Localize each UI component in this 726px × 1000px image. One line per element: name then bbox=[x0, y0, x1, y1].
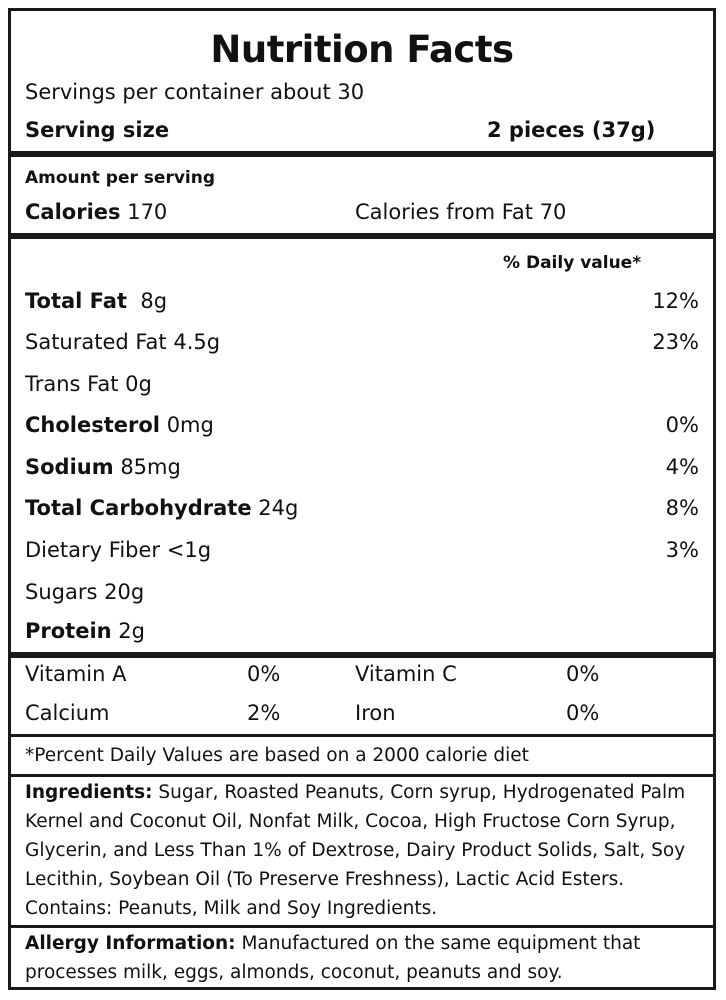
nutrient-amount: 0g bbox=[125, 372, 152, 396]
calories-row: Calories 170 Calories from Fat 70 bbox=[25, 197, 699, 227]
calories-label: Calories bbox=[25, 200, 121, 224]
amount-per-serving: Amount per serving bbox=[25, 168, 216, 188]
nutrient-row: Trans Fat 0g bbox=[25, 369, 699, 399]
nutrient-name: Sodium bbox=[25, 455, 114, 479]
nutrient-row: Protein 2g bbox=[25, 616, 699, 646]
divider-1 bbox=[11, 734, 713, 737]
nutrient-name: Total Carbohydrate bbox=[25, 496, 252, 520]
nutrient-amount: 2g bbox=[118, 619, 145, 643]
vitamin-name: Calcium bbox=[25, 701, 110, 725]
vitamin-name: Iron bbox=[355, 701, 396, 725]
calories-from-fat: Calories from Fat 70 bbox=[355, 200, 567, 224]
nutrient-name: Saturated Fat bbox=[25, 330, 167, 354]
nutrient-name: Total Fat bbox=[25, 289, 128, 313]
vitamin-dv: 0% bbox=[566, 701, 600, 725]
vitamin-dv: 0% bbox=[247, 662, 281, 686]
divider-thick-2 bbox=[11, 233, 713, 239]
nutrient-row: Dietary Fiber <1g 3% bbox=[25, 535, 699, 565]
ingredients-text: Sugar, Roasted Peanuts, Corn syrup, Hydr… bbox=[25, 782, 686, 919]
allergy-text: Manufactured on the same equipment that … bbox=[25, 933, 641, 983]
nutrient-dv: 4% bbox=[665, 455, 699, 479]
nutrient-name: Cholesterol bbox=[25, 413, 160, 437]
footnote: *Percent Daily Values are based on a 200… bbox=[25, 745, 529, 766]
nutrient-row: Cholesterol 0mg 0% bbox=[25, 410, 699, 440]
serving-size-label: Serving size bbox=[25, 118, 170, 142]
servings-per-container: Servings per container about 30 bbox=[25, 80, 365, 104]
divider-thick-1 bbox=[11, 151, 713, 157]
nutrient-row: Total Carbohydrate 24g 8% bbox=[25, 493, 699, 523]
divider-thick-3 bbox=[11, 652, 713, 658]
nutrient-dv: 0% bbox=[665, 413, 699, 437]
nutrient-row: Total Fat 8g 12% bbox=[25, 286, 699, 316]
nutrient-amount: 4.5g bbox=[173, 330, 221, 354]
vitamin-name: Vitamin A bbox=[25, 662, 127, 686]
nutrient-name: Dietary Fiber bbox=[25, 538, 161, 562]
nutrient-amount: 20g bbox=[104, 580, 145, 604]
serving-size-value: 2 pieces (37g) bbox=[487, 118, 656, 142]
nutrient-amount: 8g bbox=[140, 289, 168, 313]
nutrient-row: Saturated Fat 4.5g 23% bbox=[25, 327, 699, 357]
nutrient-row: Sugars 20g bbox=[25, 577, 699, 607]
nutrient-dv: 12% bbox=[652, 289, 699, 313]
label-title: Nutrition Facts bbox=[210, 28, 514, 71]
nutrient-amount: 24g bbox=[258, 496, 299, 520]
ingredients-section: Ingredients: Sugar, Roasted Peanuts, Cor… bbox=[25, 778, 703, 923]
nutrient-dv: 3% bbox=[665, 538, 699, 562]
allergy-label: Allergy Information: bbox=[25, 933, 236, 954]
nutrient-amount: 85mg bbox=[120, 455, 181, 479]
vitamin-name: Vitamin C bbox=[355, 662, 457, 686]
allergy-section: Allergy Information: Manufactured on the… bbox=[25, 929, 703, 987]
nutrient-name: Protein bbox=[25, 619, 112, 643]
daily-value-header: % Daily value* bbox=[503, 253, 642, 273]
nutrient-name: Sugars bbox=[25, 580, 98, 604]
serving-size-row: Serving size 2 pieces (37g) bbox=[25, 115, 699, 145]
nutrient-dv: 23% bbox=[652, 330, 699, 354]
vitamin-dv: 0% bbox=[566, 662, 600, 686]
divider-3 bbox=[11, 925, 713, 928]
nutrition-label: Nutrition Facts Servings per container a… bbox=[8, 8, 716, 990]
nutrient-dv: 8% bbox=[665, 496, 699, 520]
nutrient-name: Trans Fat bbox=[25, 372, 119, 396]
nutrient-row: Sodium 85mg 4% bbox=[25, 452, 699, 482]
vitamin-dv: 2% bbox=[247, 701, 281, 725]
nutrient-amount: 0mg bbox=[166, 413, 214, 437]
divider-2 bbox=[11, 774, 713, 777]
ingredients-label: Ingredients: bbox=[25, 782, 153, 803]
calories-value: 170 bbox=[127, 200, 168, 224]
nutrient-amount: <1g bbox=[166, 538, 212, 562]
